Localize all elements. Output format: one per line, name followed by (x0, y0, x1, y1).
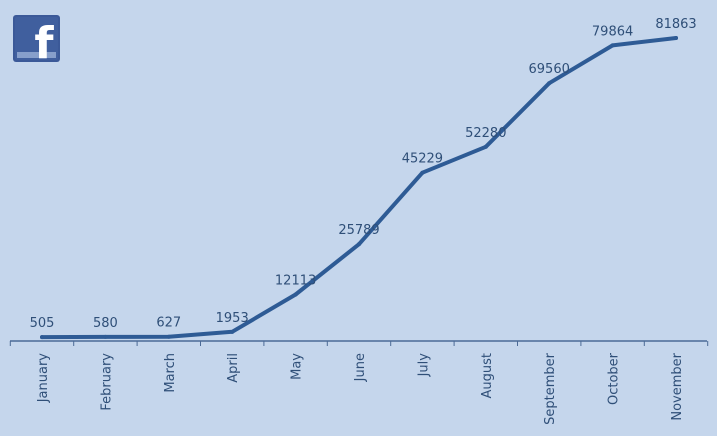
data-label: 12113 (275, 273, 316, 288)
data-label: 627 (156, 316, 181, 331)
data-point (103, 334, 108, 339)
x-tick-label: October (607, 352, 622, 405)
data-label: 81863 (655, 17, 696, 32)
data-label: 52280 (465, 126, 506, 141)
x-tick-label: January (36, 353, 51, 404)
facebook-logo-icon: f (13, 15, 60, 62)
data-point (483, 144, 488, 149)
x-tick-label: July (416, 353, 431, 378)
data-label: 79864 (592, 24, 633, 39)
data-point (547, 81, 552, 86)
svg-text:f: f (34, 18, 54, 62)
x-tick-label: September (543, 352, 558, 425)
x-tick-label: February (99, 353, 114, 411)
data-label: 25789 (338, 223, 379, 238)
x-tick-label: November (670, 352, 685, 420)
data-label: 505 (30, 316, 55, 331)
data-label: 45229 (402, 152, 443, 167)
data-point (610, 43, 615, 48)
data-point (230, 329, 235, 334)
x-tick-label: March (163, 353, 178, 393)
data-point (357, 242, 361, 247)
x-tick-label: August (480, 353, 495, 399)
x-tick-label: April (226, 353, 241, 383)
data-point (674, 36, 678, 40)
series-line (40, 36, 678, 340)
data-point (420, 170, 425, 175)
data-point (293, 292, 298, 297)
x-tick-label: June (353, 353, 368, 382)
data-label: 580 (93, 316, 118, 331)
data-label: 69560 (529, 62, 570, 77)
data-label: 1953 (216, 311, 249, 326)
x-tick-label: May (290, 353, 305, 380)
data-point (40, 335, 44, 340)
data-point (166, 334, 171, 339)
